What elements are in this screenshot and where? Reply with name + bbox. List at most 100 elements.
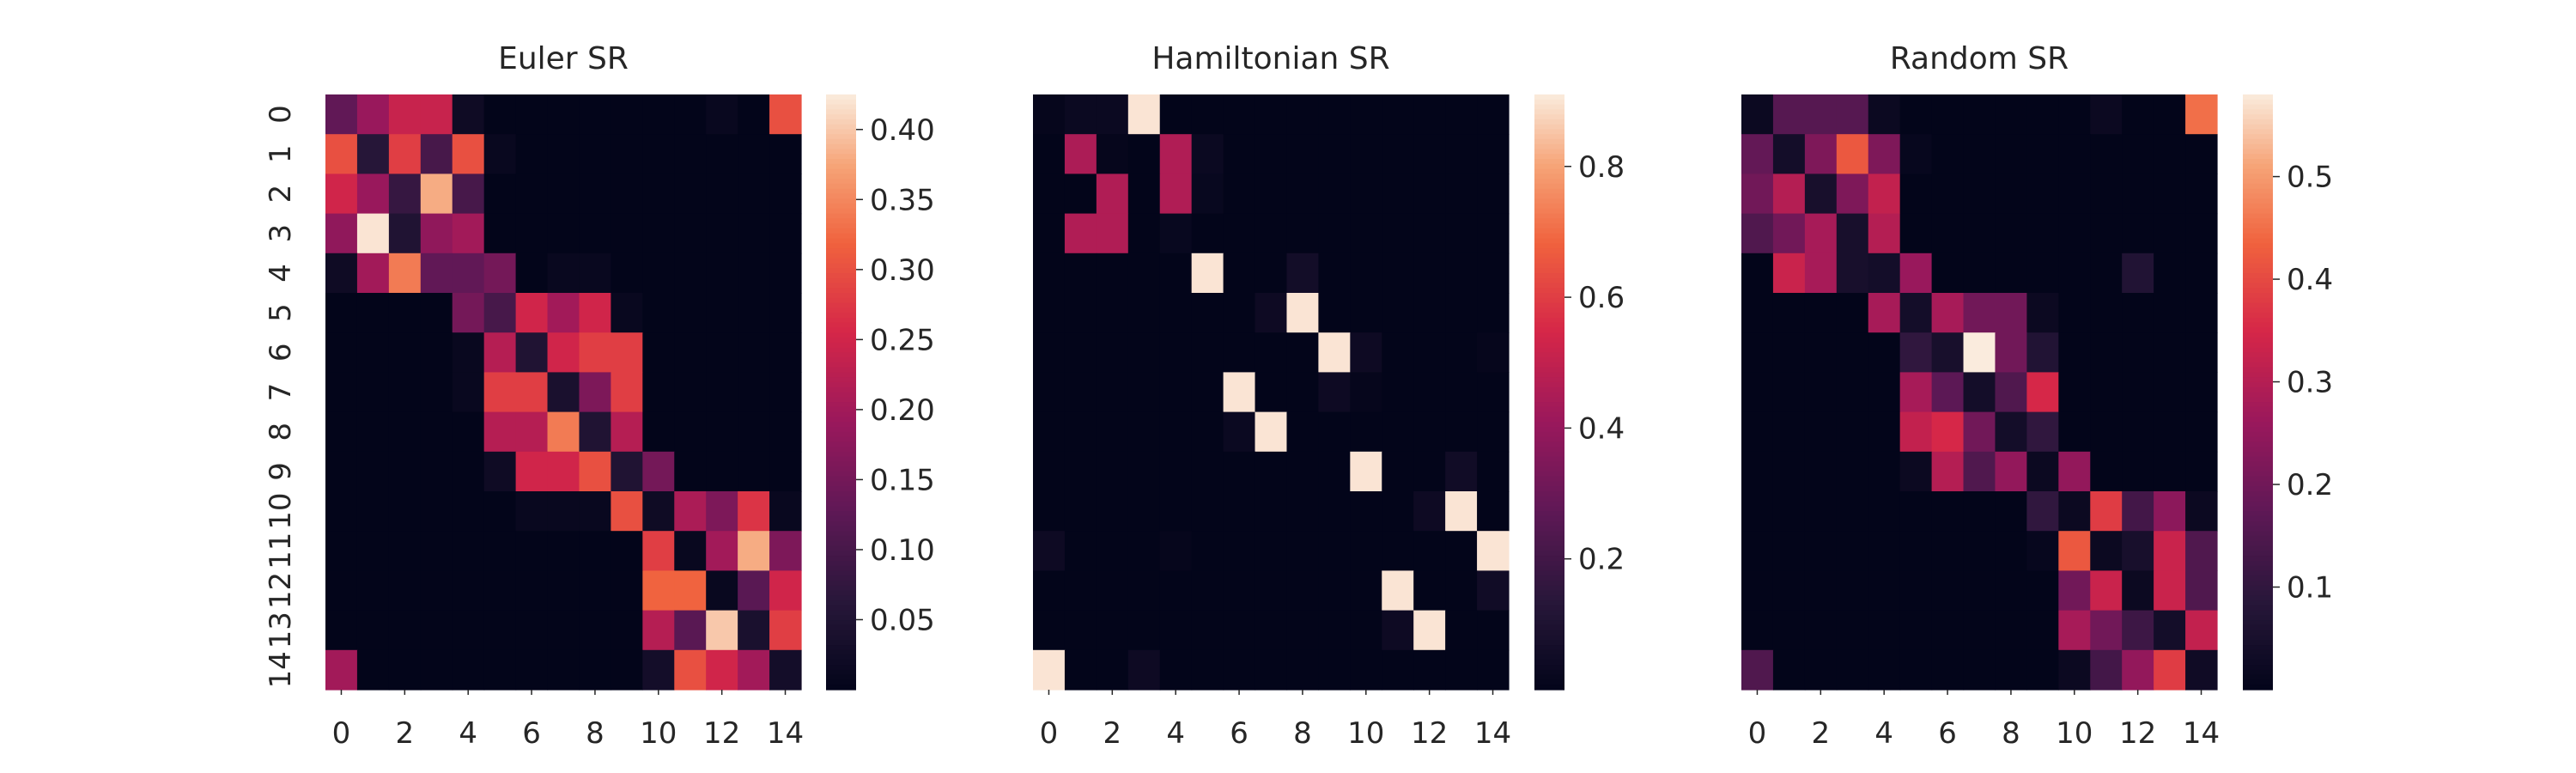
heatmap-cell xyxy=(483,610,517,651)
heatmap-cell xyxy=(388,213,422,254)
heatmap-cell xyxy=(738,531,770,571)
heatmap-cell xyxy=(642,134,675,174)
heatmap-cell xyxy=(1159,411,1193,453)
heatmap-cell xyxy=(1255,570,1288,612)
colorbar-tick-label: 0.8 xyxy=(1578,150,1625,185)
heatmap-cell xyxy=(1445,173,1478,215)
heatmap-cell xyxy=(1963,491,1996,532)
heatmap-cell xyxy=(1772,293,1806,333)
heatmap-cell xyxy=(547,531,580,571)
colorbar-step xyxy=(1534,560,1564,567)
colorbar-step xyxy=(826,580,856,587)
colorbar-step xyxy=(1534,367,1564,374)
x-tick-label: 2 xyxy=(1103,716,1122,751)
heatmap-cell xyxy=(1836,649,1869,691)
heatmap-cell xyxy=(483,491,517,532)
colorbar-step xyxy=(826,471,856,478)
heatmap-cell xyxy=(2185,610,2218,651)
colorbar-step xyxy=(826,352,856,358)
heatmap-cell xyxy=(483,372,517,413)
heatmap-cell xyxy=(1868,213,1901,254)
heatmap-cell xyxy=(1033,491,1066,532)
x-tick-label: 14 xyxy=(2183,716,2220,751)
heatmap-cell xyxy=(2122,293,2154,333)
heatmap-cell xyxy=(642,411,675,453)
heatmap-cell xyxy=(1350,531,1382,571)
colorbar-step xyxy=(826,134,856,140)
heatmap-cell xyxy=(706,94,738,135)
colorbar-step xyxy=(2243,640,2273,646)
heatmap-cell xyxy=(706,570,738,612)
heatmap-cell xyxy=(547,491,580,532)
heatmap-cell xyxy=(1772,94,1806,135)
heatmap-cell xyxy=(642,451,675,492)
colorbar-step xyxy=(2243,149,2273,155)
colorbar-step xyxy=(826,327,856,333)
heatmap-cell xyxy=(1445,610,1478,651)
colorbar-step xyxy=(826,386,856,393)
heatmap-cell xyxy=(611,332,643,373)
heatmap-cell xyxy=(1772,411,1806,453)
heatmap-cell xyxy=(1477,649,1510,691)
heatmap-cell xyxy=(2154,531,2186,571)
heatmap-cell xyxy=(1995,332,2027,373)
colorbar-step xyxy=(826,258,856,264)
heatmap-cell xyxy=(420,293,453,333)
colorbar-step xyxy=(1534,422,1564,428)
colorbar-step xyxy=(2243,173,2273,180)
heatmap-cell xyxy=(1413,213,1446,254)
heatmap-cell xyxy=(1868,531,1901,571)
heatmap-cell xyxy=(642,531,675,571)
heatmap-cell xyxy=(2154,332,2186,373)
heatmap-cell xyxy=(642,332,675,373)
heatmap-cell xyxy=(1255,173,1288,215)
colorbar-step xyxy=(1534,149,1564,155)
colorbar-step xyxy=(1534,352,1564,358)
colorbar-step xyxy=(826,585,856,592)
heatmap-cell xyxy=(1413,411,1446,453)
heatmap-cell xyxy=(420,134,453,174)
colorbar-step xyxy=(826,660,856,666)
colorbar-tick-label: 0.3 xyxy=(2287,366,2333,400)
colorbar-step xyxy=(2243,610,2273,616)
colorbar-step xyxy=(826,143,856,150)
heatmap-cell xyxy=(2154,173,2186,215)
heatmap-cell xyxy=(2058,491,2091,532)
colorbar-step xyxy=(1534,610,1564,616)
colorbar-step xyxy=(826,94,856,100)
heatmap-cell xyxy=(325,570,358,612)
heatmap-cell xyxy=(515,610,549,651)
colorbar-step xyxy=(2243,526,2273,532)
colorbar-step xyxy=(2243,605,2273,612)
heatmap-cell xyxy=(1836,332,1869,373)
heatmap-cell xyxy=(611,173,643,215)
heatmap-cell xyxy=(420,253,453,294)
colorbar-step xyxy=(2243,471,2273,478)
heatmap-cell xyxy=(2058,332,2091,373)
colorbar-step xyxy=(826,476,856,483)
heatmap-cell xyxy=(1350,293,1382,333)
heatmap-cell xyxy=(1899,293,1933,333)
heatmap-cell xyxy=(420,610,453,651)
heatmap-cell xyxy=(769,570,802,612)
colorbar-tick-label: 0.1 xyxy=(2287,571,2333,606)
heatmap-cell xyxy=(1413,293,1446,333)
colorbar-tick-label: 0.4 xyxy=(2287,263,2333,297)
colorbar-step xyxy=(826,406,856,413)
colorbar-step xyxy=(1534,411,1564,417)
x-tick-label: 12 xyxy=(1411,716,1448,751)
colorbar-step xyxy=(2243,620,2273,626)
heatmap-cell xyxy=(706,649,738,691)
heatmap-cell xyxy=(1318,411,1351,453)
heatmap-cell xyxy=(1995,610,2027,651)
heatmap-cell xyxy=(769,94,802,135)
heatmap-cell xyxy=(388,451,422,492)
heatmap-cell xyxy=(2122,134,2154,174)
colorbar-tick-label: 0.5 xyxy=(2287,161,2333,195)
colorbar-step xyxy=(1534,183,1564,190)
colorbar-tick-label: 0.20 xyxy=(870,393,935,428)
heatmap-cell xyxy=(483,293,517,333)
colorbar-step xyxy=(1534,193,1564,199)
heatmap-cell xyxy=(1963,531,1996,571)
heatmap-cell xyxy=(2185,173,2218,215)
